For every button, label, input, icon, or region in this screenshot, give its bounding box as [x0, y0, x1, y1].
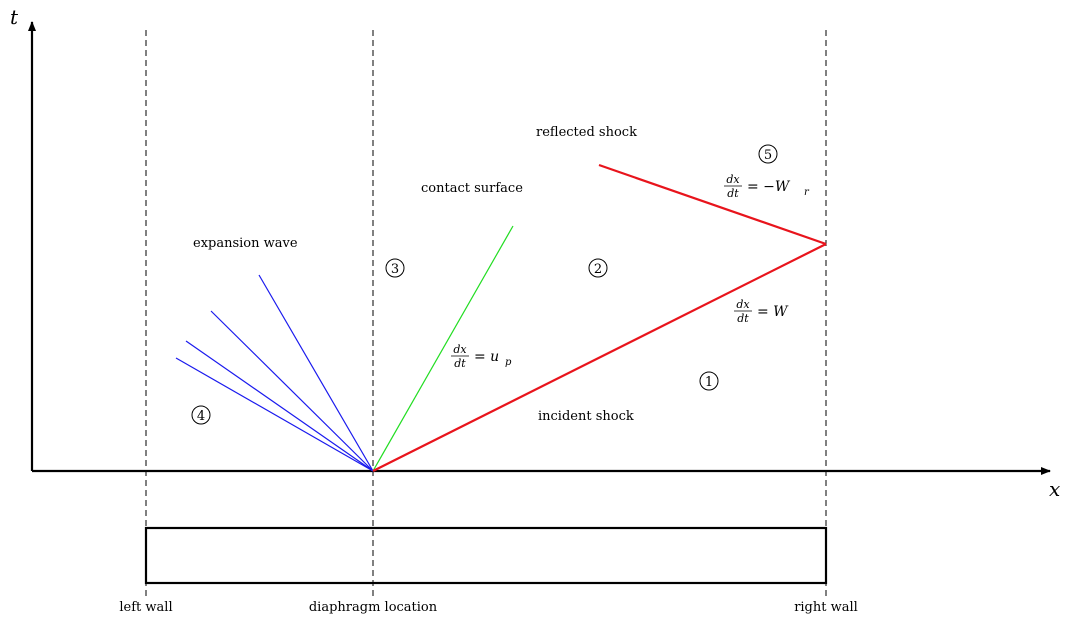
svg-text:= W: = W	[757, 304, 789, 320]
svg-text:= u: = u	[474, 349, 499, 365]
region-2-marker: 2	[588, 258, 608, 278]
expansion-ray	[210, 310, 374, 472]
svg-text:dt: dt	[727, 187, 739, 200]
svg-text:dt: dt	[737, 312, 749, 325]
t-axis-label: t	[10, 5, 19, 29]
incident-shock-line	[372, 243, 827, 472]
contact-surface-line	[372, 225, 514, 472]
contact-surface-label: contact surface	[421, 181, 523, 196]
right-wall-label: right wall	[794, 600, 858, 615]
incident-shock-speed-equation: dx dt = W	[734, 298, 789, 325]
reflected-shock-label: reflected shock	[536, 125, 637, 140]
expansion-ray	[185, 340, 374, 472]
expansion-ray	[258, 274, 374, 472]
expansion-ray	[175, 357, 374, 472]
svg-text:2: 2	[594, 262, 602, 277]
svg-text:dx: dx	[726, 173, 740, 186]
region-4-marker: 4	[191, 405, 211, 425]
svg-text:3: 3	[391, 262, 399, 277]
reflected-shock-line	[598, 163, 827, 246]
svg-text:1: 1	[705, 375, 713, 390]
region-5-marker: 5	[758, 144, 778, 164]
region-3-marker: 3	[385, 258, 405, 278]
svg-text:dx: dx	[453, 343, 467, 356]
expansion-wave-label: expansion wave	[193, 236, 298, 251]
shock-tube	[144, 526, 828, 585]
svg-text:r: r	[804, 187, 810, 198]
region-1-marker: 1	[699, 371, 719, 391]
svg-text:dx: dx	[736, 298, 750, 311]
left-wall-label: left wall	[119, 600, 172, 615]
svg-text:dt: dt	[454, 357, 466, 370]
incident-shock-label: incident shock	[538, 409, 634, 424]
x-axis-label: x	[1049, 477, 1060, 501]
svg-text:p: p	[505, 357, 512, 368]
reflected-shock-speed-equation: dx dt = −W r	[724, 173, 810, 200]
svg-text:5: 5	[764, 148, 772, 163]
svg-text:4: 4	[197, 409, 205, 424]
contact-speed-equation: dx dt = u p	[451, 343, 512, 370]
svg-text:= −W: = −W	[747, 179, 791, 195]
expansion-fan	[175, 274, 374, 472]
diaphragm-label: diaphragm location	[309, 600, 438, 615]
